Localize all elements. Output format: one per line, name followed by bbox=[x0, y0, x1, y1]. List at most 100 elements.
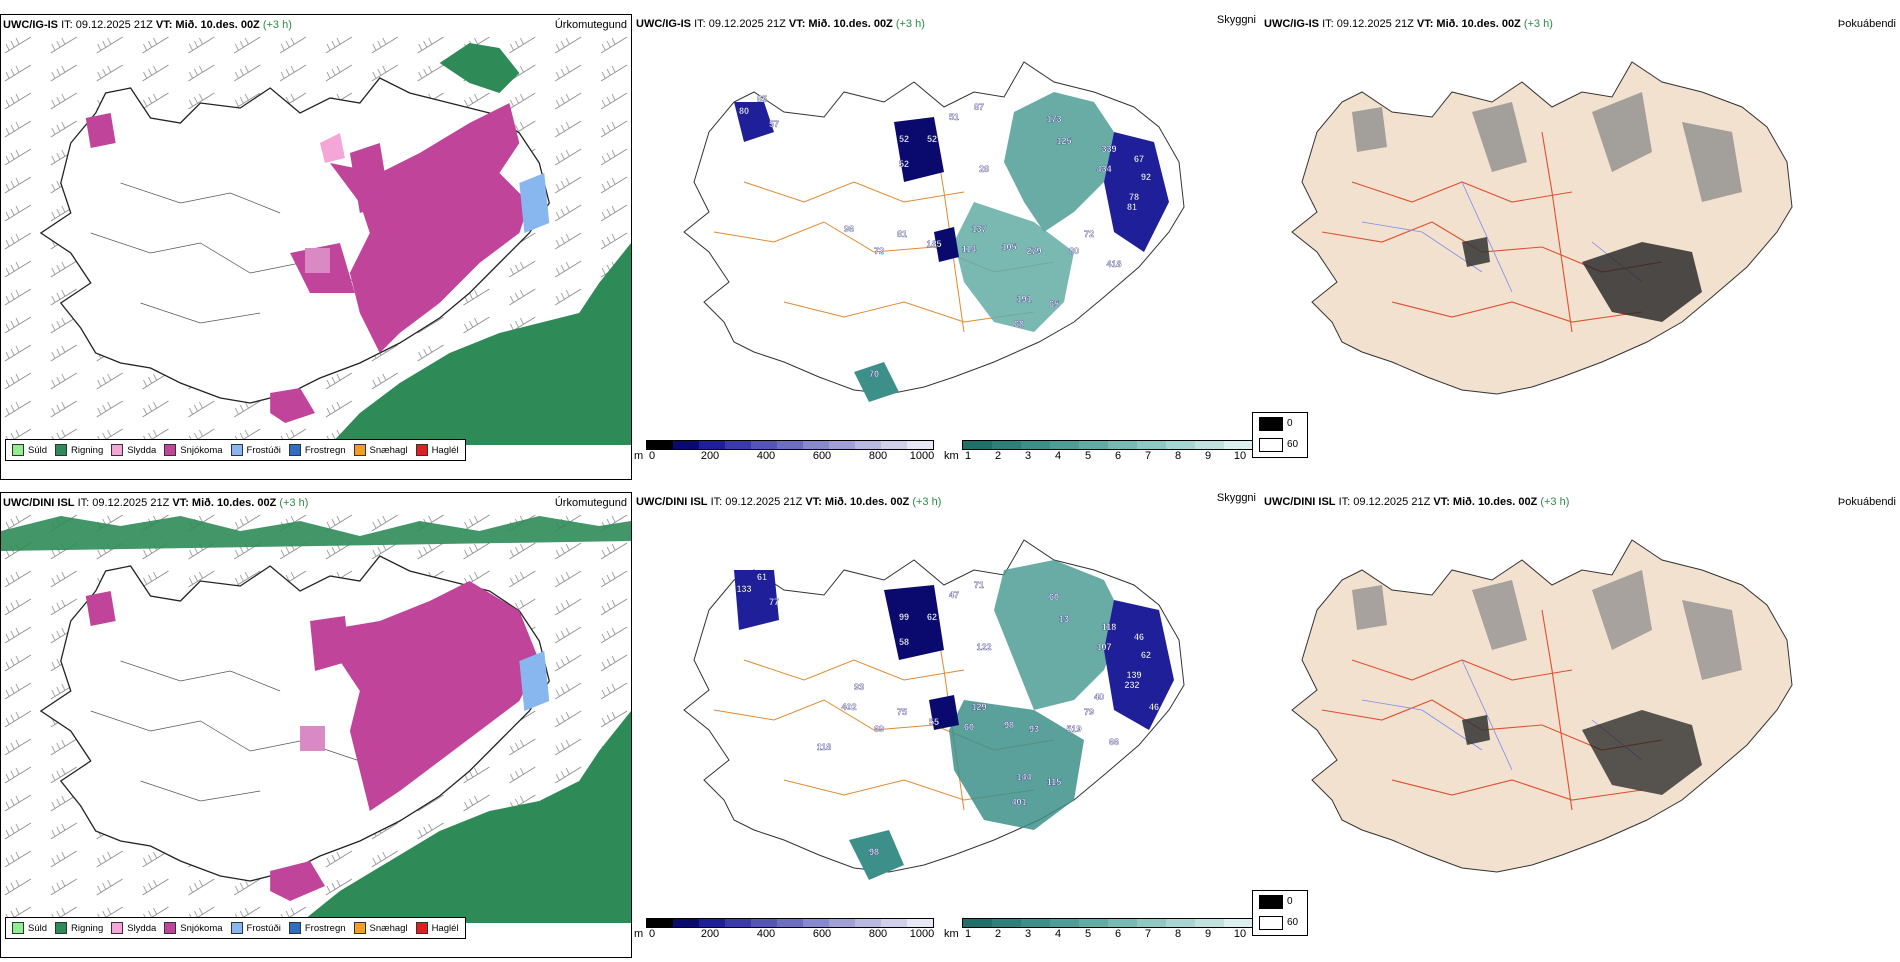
value-label: 96 bbox=[844, 224, 854, 234]
value-label: 191 bbox=[1016, 294, 1031, 304]
colorbar-unit: m bbox=[634, 928, 644, 940]
colorbar-unit: km bbox=[944, 928, 959, 940]
value-label: 92 bbox=[1141, 172, 1151, 182]
rain-area bbox=[1, 516, 631, 551]
legend-swatch bbox=[1259, 438, 1283, 452]
value-label: 81 bbox=[1127, 202, 1137, 212]
rain-area bbox=[300, 711, 631, 923]
value-label: 77 bbox=[769, 597, 779, 607]
legend-swatch bbox=[1259, 916, 1283, 930]
issue-time: IT: 09.12.2025 21Z bbox=[694, 18, 786, 30]
legend-swatch bbox=[55, 444, 68, 456]
colorbar-tick: 400 bbox=[756, 450, 776, 462]
freezing-drizzle-area bbox=[519, 173, 550, 233]
value-label: 52 bbox=[927, 134, 937, 144]
value-label: 67 bbox=[1134, 154, 1144, 164]
lead-time: (+3 h) bbox=[912, 496, 942, 508]
colorbar-tick: 4 bbox=[1054, 450, 1062, 462]
visibility-colorbar: km 1 2 3 4 5 6 7 8 9 10 bbox=[944, 918, 1254, 946]
snowfall-area bbox=[329, 103, 530, 353]
cloudbase-colorbar: m 0 200 400 600 800 1000 bbox=[634, 440, 944, 468]
colorbar-tick: 4 bbox=[1054, 928, 1062, 940]
model-name: UWC/IG-IS bbox=[3, 19, 58, 31]
value-label: 62 bbox=[927, 612, 937, 622]
legend-swatch bbox=[288, 922, 301, 934]
value-label: 70 bbox=[869, 369, 879, 379]
value-label: 72 bbox=[874, 246, 884, 256]
model-name: UWC/IG-IS bbox=[636, 18, 691, 30]
value-label: 144 bbox=[1016, 772, 1031, 782]
low-visibility-area bbox=[1004, 92, 1114, 232]
legend-label: Haglél bbox=[431, 444, 459, 456]
value-label: 75 bbox=[897, 707, 907, 717]
legend-label: 0 bbox=[1287, 418, 1293, 429]
panel-header: UWC/DINI ISL IT: 09.12.2025 21Z VT: Mið.… bbox=[1264, 496, 1569, 508]
issue-time: IT: 09.12.2025 21Z bbox=[1322, 18, 1414, 30]
valid-time: VT: Mið. 10.des. 00Z bbox=[805, 496, 910, 508]
value-label: 57 bbox=[769, 119, 779, 129]
colorbar-tick: 800 bbox=[868, 450, 888, 462]
colorbar-strip bbox=[646, 918, 934, 928]
colorbar-tick: 1000 bbox=[909, 450, 935, 462]
value-label: 232 bbox=[1124, 680, 1139, 690]
low-cloud-area bbox=[1104, 132, 1169, 252]
colorbar-tick: 6 bbox=[1114, 928, 1122, 940]
value-label: 118 bbox=[1102, 622, 1117, 632]
value-label: 105 bbox=[1001, 242, 1016, 252]
value-label: 40 bbox=[1094, 692, 1104, 702]
value-label: 129 bbox=[971, 702, 986, 712]
colorbar-tick: 9 bbox=[1204, 928, 1212, 940]
colorbar-strip bbox=[962, 440, 1254, 450]
legend-item: Frostúði bbox=[230, 444, 281, 456]
low-cloud-area bbox=[734, 102, 774, 142]
value-label: 60 bbox=[964, 722, 974, 732]
value-label: 98 bbox=[869, 847, 879, 857]
value-label: 185 bbox=[926, 239, 941, 249]
precip-map bbox=[1, 511, 631, 923]
legend-label: Frostúði bbox=[246, 922, 281, 934]
model-name: UWC/DINI ISL bbox=[1264, 496, 1336, 508]
legend-swatch bbox=[164, 922, 177, 934]
legend-item: Frostregn bbox=[288, 444, 346, 456]
legend-swatch bbox=[55, 922, 68, 934]
value-label: 62 bbox=[1141, 650, 1151, 660]
colorbar-unit: km bbox=[944, 450, 959, 462]
dense-fog-area bbox=[1462, 237, 1490, 267]
issue-time: IT: 09.12.2025 21Z bbox=[77, 497, 170, 509]
low-cloud-area bbox=[934, 227, 959, 262]
valid-time: VT: Mið. 10.des. 00Z bbox=[1416, 18, 1521, 30]
precip-legend: Súld Rigning Slydda Snjókoma Frostúði Fr… bbox=[5, 917, 466, 939]
value-label: 13 bbox=[1059, 614, 1069, 624]
fog-map bbox=[1291, 61, 1793, 395]
value-label: 115 bbox=[1047, 777, 1062, 787]
snowfall-area bbox=[319, 581, 540, 811]
cloudbase-visibility-panel: UWC/DINI ISL IT: 09.12.2025 21Z VT: Mið.… bbox=[634, 492, 1256, 958]
legend-swatch bbox=[353, 922, 366, 934]
low-cloud-area bbox=[1104, 600, 1174, 730]
value-label: 98 bbox=[1004, 720, 1014, 730]
value-label: 133 bbox=[736, 584, 751, 594]
value-label: 99 bbox=[899, 612, 909, 622]
low-cloud-area bbox=[884, 585, 944, 660]
legend-item: Frostúði bbox=[230, 922, 281, 934]
freezing-drizzle-area bbox=[519, 651, 550, 711]
legend-label: Snæhagl bbox=[369, 444, 408, 456]
legend-swatch bbox=[1259, 417, 1283, 431]
value-label: 418 bbox=[1106, 259, 1121, 269]
value-label: 93 bbox=[1029, 724, 1039, 734]
colorbar-tick: 10 bbox=[1233, 928, 1247, 940]
legend-label: Slydda bbox=[127, 922, 157, 934]
legend-label: Snæhagl bbox=[369, 922, 408, 934]
legend-label: Haglél bbox=[431, 922, 459, 934]
colorbar-strip bbox=[962, 918, 1254, 928]
panel-title: Þokuábendi bbox=[1837, 18, 1896, 30]
road-network bbox=[713, 131, 1055, 333]
low-cloud-area bbox=[734, 570, 779, 630]
legend-item: Rigning bbox=[55, 444, 103, 456]
colorbar-tick: 1000 bbox=[909, 928, 935, 940]
rain-area bbox=[329, 243, 631, 445]
lead-time: (+3 h) bbox=[279, 497, 309, 509]
colorbar-tick: 200 bbox=[700, 450, 720, 462]
snowfall-area bbox=[85, 591, 116, 626]
